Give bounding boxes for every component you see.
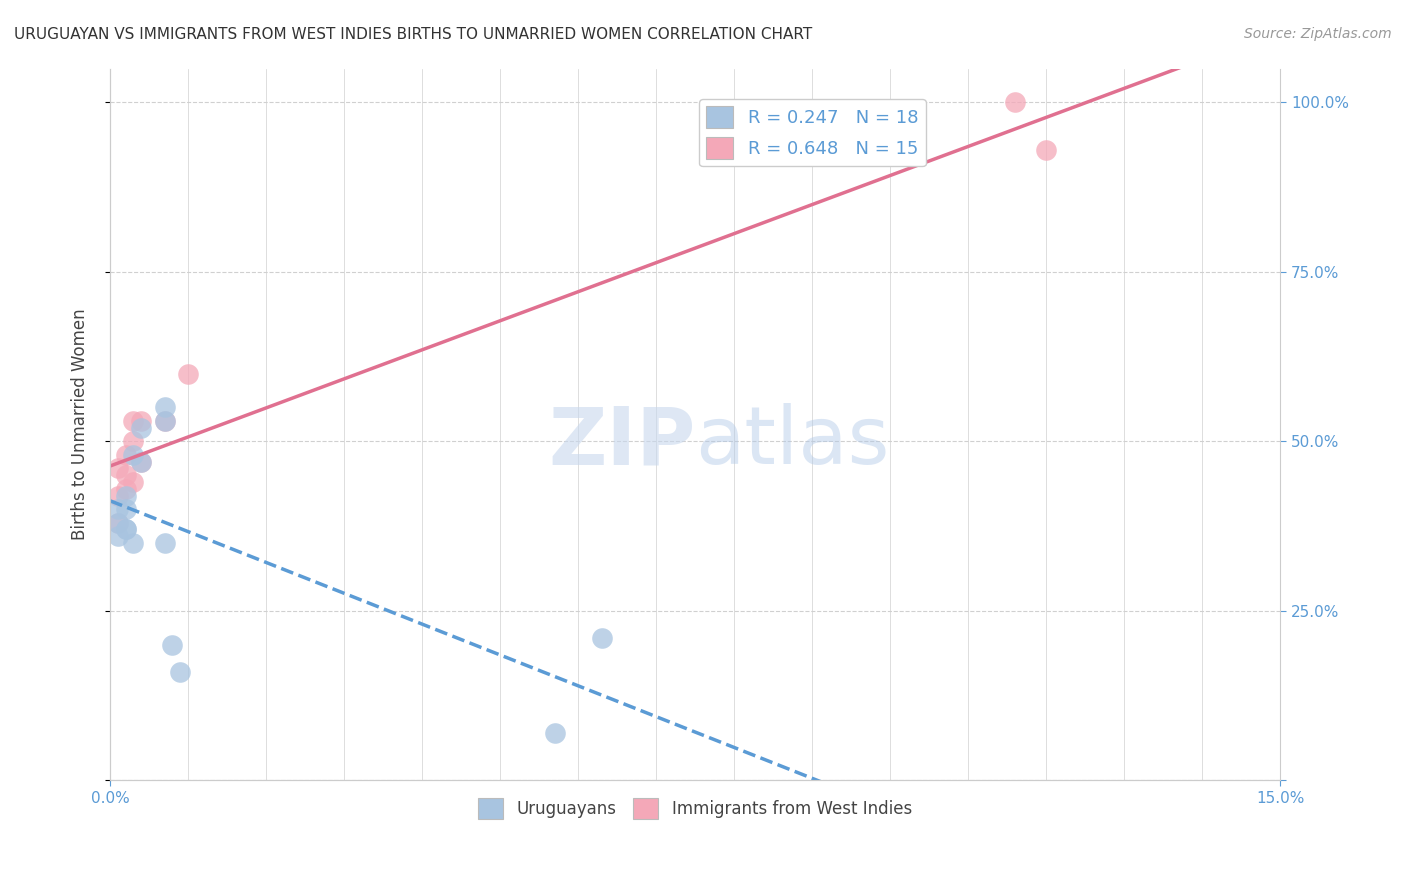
Point: [122, 414, 145, 428]
Point: [114, 523, 136, 537]
Point: [107, 502, 129, 516]
Text: Source: ZipAtlas.com: Source: ZipAtlas.com: [1244, 27, 1392, 41]
Text: atlas: atlas: [695, 403, 890, 481]
Point: [544, 726, 567, 740]
Point: [591, 631, 613, 645]
Legend: Uruguayans, Immigrants from West Indies: Uruguayans, Immigrants from West Indies: [472, 792, 918, 825]
Point: [169, 665, 191, 679]
Point: [122, 434, 145, 449]
Point: [129, 455, 152, 469]
Point: [129, 421, 152, 435]
Point: [107, 529, 129, 543]
Point: [153, 414, 176, 428]
Point: [107, 489, 129, 503]
Point: [114, 502, 136, 516]
Text: ZIP: ZIP: [548, 403, 695, 481]
Point: [129, 414, 152, 428]
Point: [114, 468, 136, 483]
Point: [129, 455, 152, 469]
Point: [107, 516, 129, 530]
Point: [114, 448, 136, 462]
Point: [162, 638, 184, 652]
Point: [153, 401, 176, 415]
Point: [114, 523, 136, 537]
Point: [122, 536, 145, 550]
Text: URUGUAYAN VS IMMIGRANTS FROM WEST INDIES BIRTHS TO UNMARRIED WOMEN CORRELATION C: URUGUAYAN VS IMMIGRANTS FROM WEST INDIES…: [14, 27, 813, 42]
Point: [153, 536, 176, 550]
Point: [122, 475, 145, 489]
Y-axis label: Births to Unmarried Women: Births to Unmarried Women: [72, 309, 89, 541]
Point: [114, 489, 136, 503]
Point: [1035, 143, 1057, 157]
Point: [107, 461, 129, 475]
Point: [1004, 95, 1026, 110]
Point: [122, 448, 145, 462]
Point: [177, 367, 200, 381]
Point: [114, 482, 136, 496]
Point: [107, 516, 129, 530]
Point: [153, 414, 176, 428]
